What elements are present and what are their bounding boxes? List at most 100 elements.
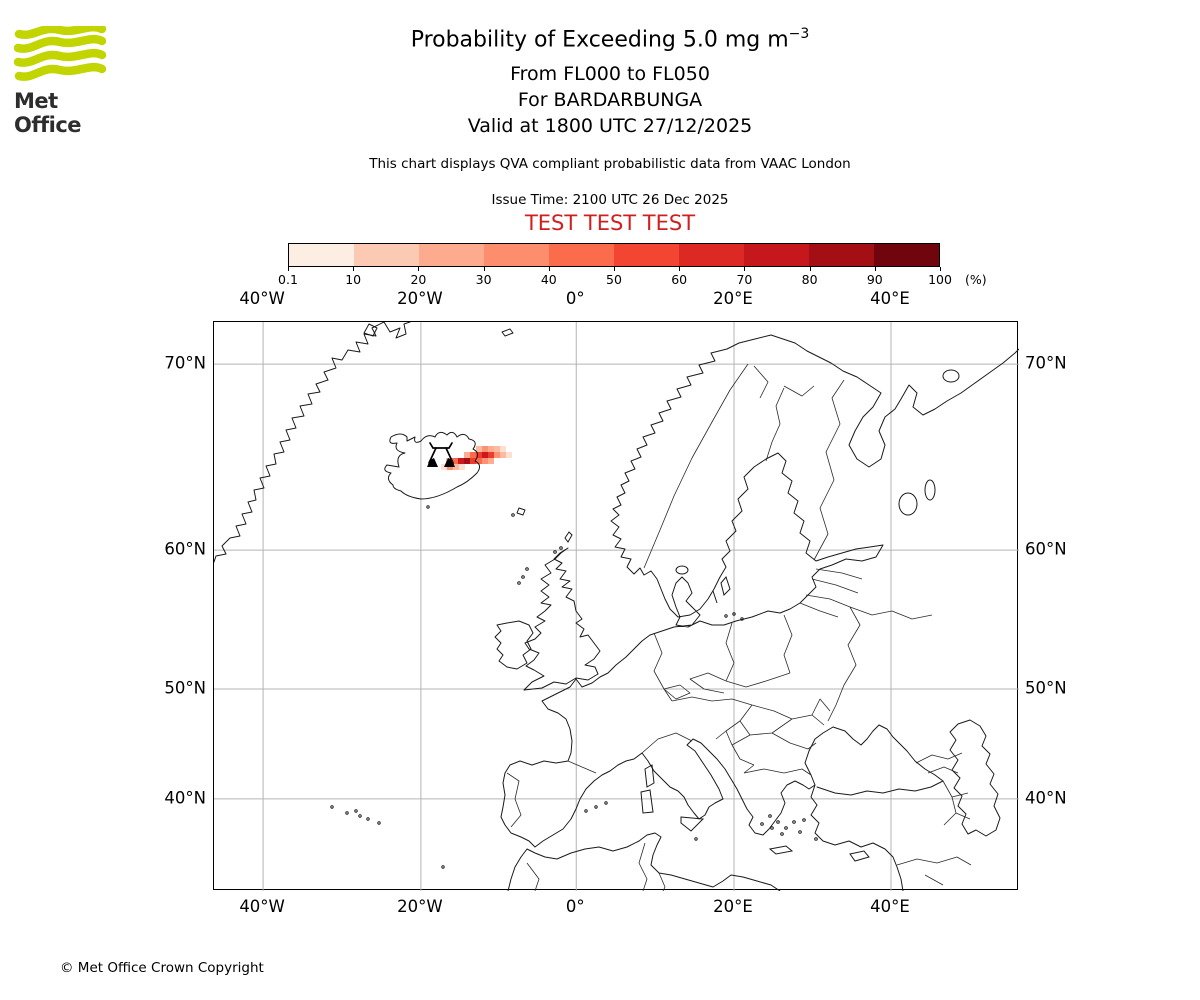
- lon-label: 40°E: [870, 289, 910, 308]
- border-lapland: [753, 365, 815, 399]
- ash-cell: [500, 452, 506, 458]
- ash-cell: [470, 452, 476, 458]
- island-corsica: [644, 764, 655, 788]
- colorbar-tick-label: 10: [345, 272, 362, 287]
- ash-cell: [506, 452, 512, 458]
- flight-level-line: From FL000 to FL050: [510, 63, 710, 86]
- ash-cell: [482, 458, 488, 464]
- lat-label: 40°N: [164, 788, 206, 808]
- ash-cell: [476, 446, 482, 452]
- ash-cell: [458, 458, 464, 464]
- lat-label: 40°N: [1025, 788, 1067, 808]
- volcano-marker: [427, 442, 455, 467]
- lon-label: 40°E: [870, 897, 910, 916]
- border-turkey-east: [942, 780, 971, 826]
- test-banner: TEST TEST TEST: [524, 211, 696, 236]
- border-france-spain: [567, 760, 597, 774]
- colorbar-tick-label: 50: [606, 272, 622, 287]
- island-sardinia: [640, 789, 654, 814]
- lon-label: 20°E: [713, 289, 753, 308]
- border-czech-austria: [671, 672, 753, 706]
- colorbar-tickmark: [679, 267, 681, 271]
- ash-cell: [482, 446, 488, 452]
- colorbar-tick-label: 30: [475, 272, 492, 287]
- lat-label: 60°N: [164, 539, 206, 559]
- colorbar-segment: [614, 244, 679, 266]
- lon-labels-top: 40°W 20°W 0° 20°E 40°E: [213, 289, 1018, 311]
- ash-cell: [488, 452, 494, 458]
- lon-label: 20°E: [713, 897, 753, 916]
- colorbar-tickmark: [614, 267, 615, 271]
- colorbar-segment: [874, 244, 939, 266]
- border-turkey-syria: [896, 856, 972, 886]
- issue-time: Issue Time: 2100 UTC 26 Dec 2025: [491, 192, 729, 209]
- colorbar-segment: [354, 244, 419, 266]
- colorbar-tickmark: [940, 267, 941, 271]
- ash-cell: [476, 458, 482, 464]
- ash-cell: [488, 458, 494, 464]
- coast-north-africa: [507, 832, 781, 891]
- volcano-name-line: For BARDARBUNGA: [517, 89, 703, 112]
- colorbar-tickmark: [809, 267, 811, 271]
- country-borders: [506, 363, 972, 891]
- border-baltics: [799, 568, 863, 618]
- title-block: Probability of Exceeding 5.0 mg m−3 From…: [20, 26, 1200, 235]
- coast-norway-arctic-russia: [610, 334, 1019, 575]
- islands-and-lakes: [330, 369, 960, 869]
- colorbar: [288, 243, 940, 267]
- colorbar-tickmark: [483, 267, 485, 271]
- border-poland-south: [725, 672, 791, 688]
- border-north-africa: [526, 842, 666, 891]
- border-sweden-finland: [765, 387, 785, 462]
- qva-note: This chart displays QVA compliant probab…: [369, 156, 851, 173]
- volcano-foot-right: [444, 458, 455, 467]
- colorbar-segment: [809, 244, 874, 266]
- lon-label: 0°: [565, 897, 585, 916]
- volcano-foot-left: [427, 458, 438, 467]
- coast-faroe: [516, 507, 526, 516]
- colorbar-tick-label: 60: [671, 272, 688, 287]
- lat-label: 70°N: [1025, 353, 1067, 373]
- colorbar-segment: [484, 244, 549, 266]
- ash-cell: [488, 446, 494, 452]
- colorbar-swatches: [289, 244, 939, 266]
- colorbar-tickmark: [548, 267, 550, 271]
- coast-jan-mayen: [501, 328, 514, 337]
- border-portugal-spain: [506, 772, 522, 828]
- border-poland-east: [783, 614, 793, 674]
- colorbar-ticks: 0.1 10 20 30 40 50 60 70 80 90 100: [278, 267, 952, 288]
- island-crete: [768, 845, 794, 855]
- coast-ireland: [494, 620, 534, 670]
- lon-label: 40°W: [239, 289, 285, 308]
- lon-label: 0°: [565, 289, 585, 308]
- colorbar-tickmark: [874, 267, 876, 271]
- coast-greenland-fjords: [363, 322, 411, 339]
- coast-baltic-scandinavia: [500, 452, 944, 848]
- small-island-dots: [330, 369, 960, 869]
- lat-labels-right: 70°N 60°N 50°N 40°N: [1025, 321, 1105, 890]
- ash-cell: [494, 446, 500, 452]
- lat-label: 60°N: [1025, 539, 1067, 559]
- island-gotland: [712, 575, 731, 604]
- lon-label: 20°W: [397, 289, 443, 308]
- colorbar-tick-label: 0.1: [278, 272, 298, 287]
- met-office-logo: Met Office: [13, 22, 114, 137]
- map-area: [213, 321, 1019, 891]
- graticule-gridlines: [214, 322, 1019, 891]
- colorbar-tick-label: 40: [540, 272, 557, 287]
- lon-label: 20°W: [397, 897, 443, 916]
- coast-greenland: [214, 322, 385, 563]
- colorbar-tick-label: 80: [801, 272, 818, 287]
- ash-cell: [482, 452, 488, 458]
- ash-cell: [453, 464, 459, 470]
- colorbar-tick-label: 70: [736, 272, 753, 287]
- logo-brand-text: Met Office: [14, 89, 82, 137]
- ash-cell: [459, 464, 465, 470]
- island-cyprus: [849, 850, 870, 862]
- colorbar-tickmark: [353, 267, 355, 271]
- lon-labels-bottom: 40°W 20°W 0° 20°E 40°E: [213, 897, 1018, 919]
- border-ukraine: [811, 606, 933, 722]
- lat-label: 70°N: [164, 353, 206, 373]
- colorbar-tick-label: 100: [928, 272, 952, 287]
